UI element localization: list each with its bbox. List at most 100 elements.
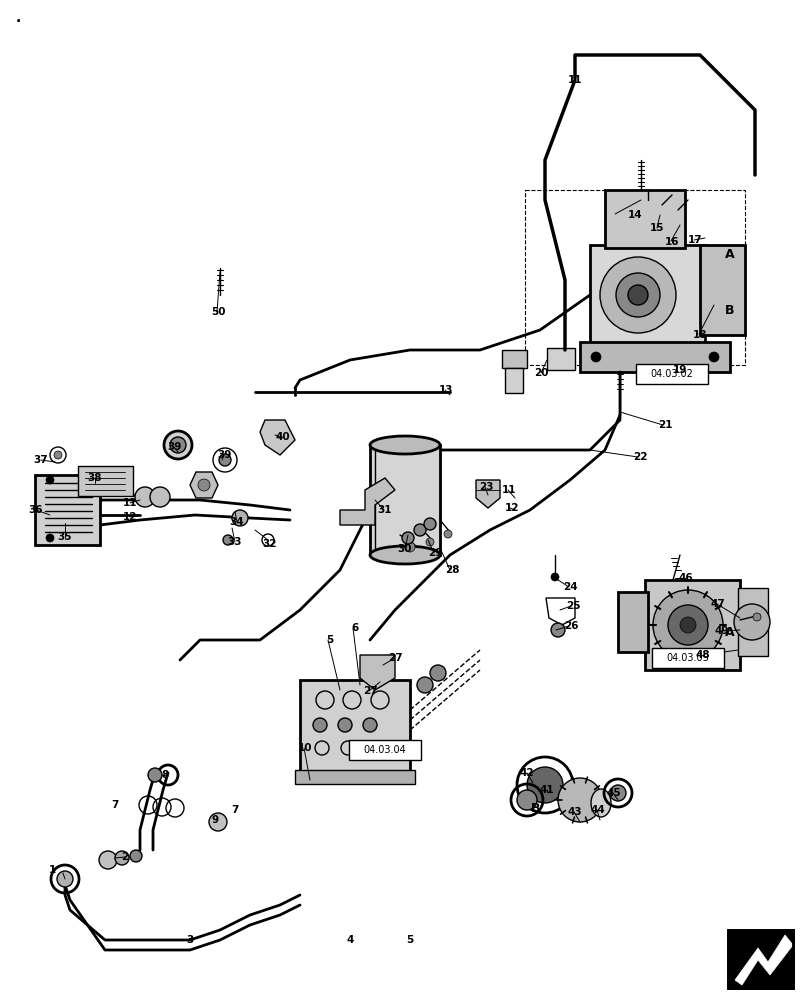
Bar: [645, 580, 740, 670]
Ellipse shape: [370, 546, 440, 564]
Circle shape: [402, 532, 414, 544]
Circle shape: [558, 778, 602, 822]
Text: 14: 14: [628, 210, 642, 220]
Text: 18: 18: [692, 330, 707, 340]
Circle shape: [628, 285, 648, 305]
Polygon shape: [476, 480, 500, 508]
Text: 13: 13: [439, 385, 453, 395]
Text: 40: 40: [276, 432, 290, 442]
Text: 23: 23: [479, 482, 493, 492]
Bar: [618, 592, 648, 652]
Text: 12: 12: [123, 512, 137, 522]
Text: 38: 38: [88, 473, 103, 483]
Polygon shape: [735, 935, 793, 985]
Text: 46: 46: [679, 573, 693, 583]
Circle shape: [610, 785, 626, 801]
Text: 50: 50: [211, 307, 225, 317]
Circle shape: [46, 476, 54, 484]
Text: 5: 5: [326, 635, 334, 645]
Text: 24: 24: [562, 582, 577, 592]
Bar: [349, 740, 421, 760]
Circle shape: [600, 257, 676, 333]
Circle shape: [424, 518, 436, 530]
Text: 11: 11: [502, 485, 516, 495]
Circle shape: [209, 813, 227, 831]
Bar: [728, 930, 793, 988]
Text: A: A: [726, 248, 734, 261]
Bar: [78, 466, 133, 496]
Text: 22: 22: [633, 452, 647, 462]
Text: 16: 16: [665, 237, 680, 247]
Bar: [525, 190, 745, 365]
Text: 21: 21: [658, 420, 672, 430]
Circle shape: [99, 851, 117, 869]
Text: 27: 27: [363, 686, 377, 696]
Bar: [370, 445, 440, 555]
Circle shape: [680, 617, 696, 633]
Text: B: B: [726, 304, 734, 316]
Text: 41: 41: [540, 785, 554, 795]
Text: 36: 36: [29, 505, 44, 515]
Polygon shape: [340, 478, 395, 525]
Circle shape: [46, 534, 54, 542]
Text: 48: 48: [696, 650, 710, 660]
Text: 7: 7: [112, 800, 119, 810]
Circle shape: [313, 718, 327, 732]
Text: 29: 29: [427, 548, 442, 558]
Text: 2: 2: [121, 852, 128, 862]
Ellipse shape: [591, 789, 611, 817]
Circle shape: [616, 273, 660, 317]
Bar: [728, 930, 793, 988]
Text: 7: 7: [231, 805, 238, 815]
Circle shape: [551, 623, 565, 637]
Text: 28: 28: [444, 565, 459, 575]
Text: ·: ·: [15, 15, 21, 29]
Polygon shape: [360, 655, 395, 690]
Circle shape: [426, 538, 434, 546]
Polygon shape: [260, 420, 295, 455]
Circle shape: [517, 790, 537, 810]
Circle shape: [219, 454, 231, 466]
Circle shape: [430, 665, 446, 681]
Circle shape: [653, 590, 723, 660]
Circle shape: [148, 768, 162, 782]
Text: 20: 20: [534, 368, 549, 378]
Text: 04.03.04: 04.03.04: [364, 745, 406, 755]
Circle shape: [551, 573, 559, 581]
Text: 34: 34: [229, 517, 244, 527]
Bar: [505, 368, 523, 393]
Text: 32: 32: [263, 539, 277, 549]
Text: 27: 27: [388, 653, 402, 663]
Circle shape: [444, 530, 452, 538]
Circle shape: [164, 431, 192, 459]
Circle shape: [150, 487, 170, 507]
Bar: [700, 245, 745, 335]
Bar: [590, 245, 705, 345]
Text: 45: 45: [607, 788, 621, 798]
Text: 19: 19: [673, 365, 687, 375]
Text: 17: 17: [688, 235, 702, 245]
Circle shape: [417, 677, 433, 693]
Text: 04.03.02: 04.03.02: [650, 369, 693, 379]
Text: 10: 10: [298, 743, 312, 753]
Bar: [636, 364, 708, 384]
Circle shape: [363, 718, 377, 732]
Text: 1: 1: [48, 865, 56, 875]
Circle shape: [130, 850, 142, 862]
Text: 49: 49: [715, 626, 730, 636]
Bar: [738, 588, 768, 656]
Text: 47: 47: [710, 599, 726, 609]
Text: 15: 15: [650, 223, 664, 233]
Bar: [605, 190, 685, 248]
Text: 30: 30: [398, 544, 412, 554]
Bar: [547, 348, 575, 370]
Text: 44: 44: [591, 805, 605, 815]
Text: 33: 33: [228, 537, 242, 547]
Bar: [35, 475, 100, 545]
Circle shape: [115, 851, 129, 865]
Text: 31: 31: [378, 505, 392, 515]
Bar: [300, 680, 410, 775]
Text: A: A: [726, 626, 734, 640]
Circle shape: [709, 352, 719, 362]
Text: 11: 11: [123, 498, 137, 508]
